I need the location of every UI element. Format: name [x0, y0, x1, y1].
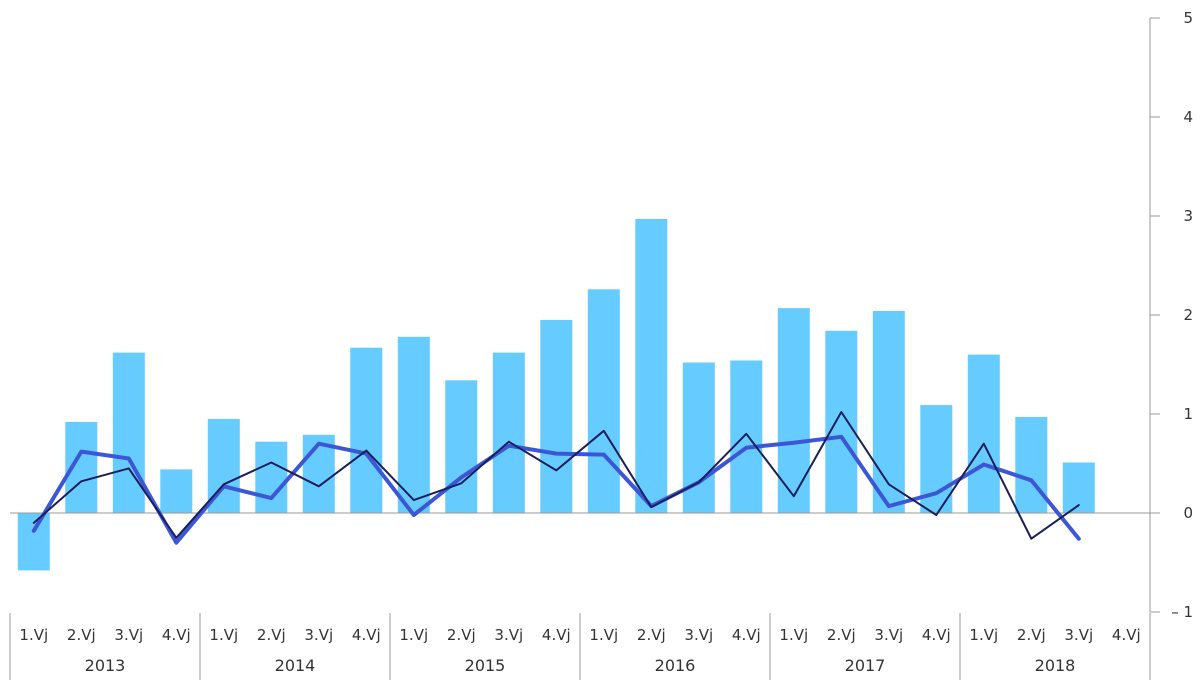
y-tick-label: 5 [1183, 9, 1193, 27]
year-label: 2016 [655, 656, 696, 675]
bar-series [17, 219, 1095, 571]
x-tick-label: 2.Vj [447, 626, 476, 644]
x-tick-label: 3.Vj [874, 626, 903, 644]
bar [682, 362, 715, 513]
x-tick-label: 4.Vj [922, 626, 951, 644]
x-tick-label: 1.Vj [779, 626, 808, 644]
bar [492, 352, 525, 513]
bar [967, 354, 1000, 513]
y-tick-label: 1 [1183, 405, 1193, 423]
x-tick-label: 4.Vj [1112, 626, 1141, 644]
y-tick-label: – 1 [1171, 603, 1193, 621]
year-label: 2017 [845, 656, 886, 675]
y-tick-label: 3 [1183, 207, 1193, 225]
x-tick-label: 1.Vj [19, 626, 48, 644]
x-tick-label: 4.Vj [162, 626, 191, 644]
bar [825, 330, 858, 513]
x-tick-label: 1.Vj [969, 626, 998, 644]
x-tick-label: 3.Vj [304, 626, 333, 644]
y-axis: – 1 0 1 2 3 4 5 [1149, 9, 1193, 621]
x-tick-label: 1.Vj [589, 626, 618, 644]
x-axis: 1.Vj 2.Vj 3.Vj 4.Vj 1.Vj 2.Vj 3.Vj 4.Vj 1.Vj 2.Vj… [9, 613, 1151, 680]
x-tick-label: 4.Vj [542, 626, 571, 644]
bar [350, 347, 383, 513]
x-tick-label: 4.Vj [352, 626, 381, 644]
x-tick-label: 3.Vj [684, 626, 713, 644]
x-tick-label: 1.Vj [399, 626, 428, 644]
bar [1015, 417, 1048, 513]
y-tick-label: 2 [1183, 306, 1193, 324]
year-label: 2015 [465, 656, 506, 675]
bar [112, 352, 145, 513]
x-tick-label: 4.Vj [732, 626, 761, 644]
bar [445, 380, 478, 513]
x-tick-label: 3.Vj [494, 626, 523, 644]
x-tick-label: 3.Vj [1064, 626, 1093, 644]
bar [872, 311, 905, 513]
year-label: 2014 [275, 656, 316, 675]
x-tick-label: 3.Vj [114, 626, 143, 644]
bar [160, 469, 193, 513]
bar [540, 319, 573, 513]
year-label: 2018 [1035, 656, 1076, 675]
line-series-thin [32, 411, 1080, 540]
x-tick-label: 2.Vj [257, 626, 286, 644]
line-series-thick [31, 434, 1081, 545]
x-tick-label: 2.Vj [637, 626, 666, 644]
bar [635, 219, 668, 513]
x-tick-label: 2.Vj [67, 626, 96, 644]
bar [587, 289, 620, 513]
y-tick-label: 0 [1183, 504, 1193, 522]
bar [730, 360, 763, 513]
x-tick-label: 2.Vj [827, 626, 856, 644]
bar [397, 336, 430, 513]
y-tick-label: 4 [1183, 108, 1193, 126]
year-label: 2013 [85, 656, 126, 675]
bar [255, 441, 288, 513]
x-tick-label: 1.Vj [209, 626, 238, 644]
x-tick-label: 2.Vj [1017, 626, 1046, 644]
